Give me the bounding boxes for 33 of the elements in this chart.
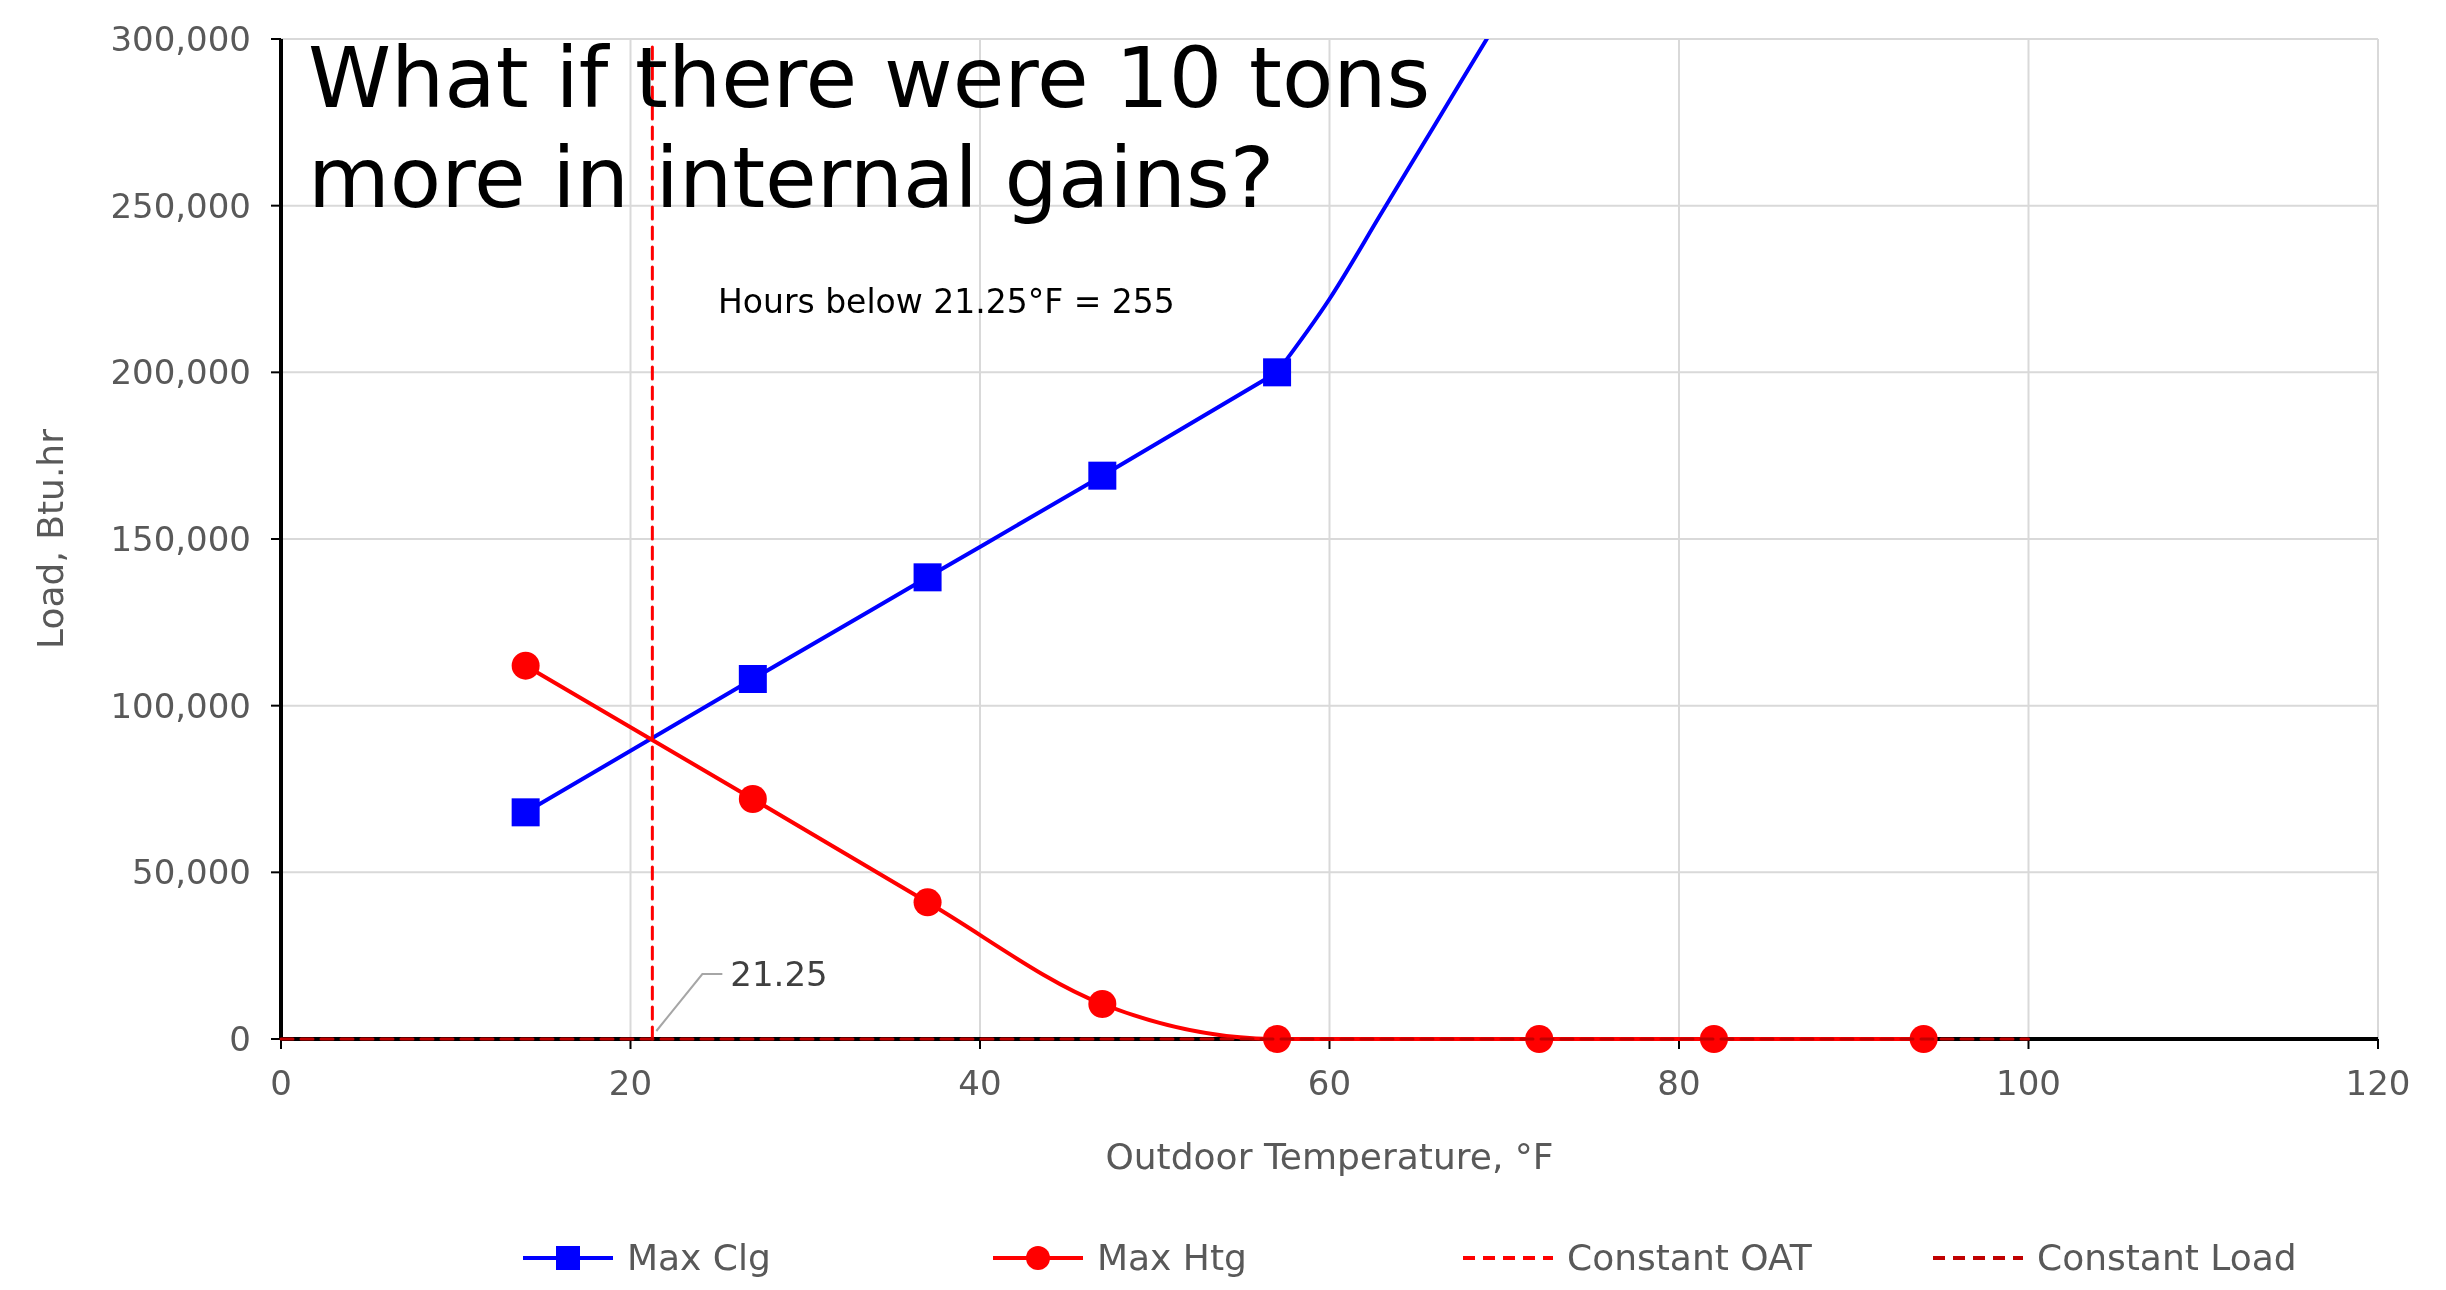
x-axis-title: Outdoor Temperature, °F: [1105, 1136, 1554, 1177]
x-tick-label: 40: [958, 1063, 1002, 1103]
annotation: What if there were 10 tons more in internal gains?: [308, 28, 1432, 228]
point: [1088, 990, 1117, 1018]
point: [913, 563, 942, 592]
point: [738, 665, 767, 693]
legend-label: Max Clg: [627, 1237, 771, 1278]
annotation: Hours below 21.25°F = 255: [718, 282, 1175, 321]
point: [511, 798, 540, 827]
point: [511, 651, 540, 680]
point: [913, 888, 942, 917]
point: [1263, 358, 1292, 387]
y-tick-label: 150,000: [110, 519, 251, 559]
y-tick-label: 300,000: [110, 19, 251, 59]
point: [738, 785, 767, 813]
x-tick-label: 100: [1996, 1063, 2061, 1103]
y-tick-label: 200,000: [110, 352, 251, 393]
point: [1088, 461, 1117, 490]
y-tick-label: 0: [229, 1019, 251, 1059]
x-tick-label: 80: [1657, 1063, 1701, 1103]
y-tick-label: 100,000: [110, 685, 251, 726]
annotation: 21.25: [730, 954, 828, 994]
x-tick-label: 120: [2345, 1063, 2411, 1103]
point: [1909, 1025, 1938, 1053]
y-axis-title: Load, Btu.hr: [30, 428, 71, 649]
legend-label: Constant Load: [2037, 1237, 2297, 1278]
legend-label: Max Htg: [1097, 1237, 1247, 1278]
legend-label: Constant OAT: [1567, 1237, 1813, 1278]
x-tick-label: 0: [270, 1063, 292, 1103]
y-tick-label: 250,000: [110, 185, 251, 226]
x-tick-label: 60: [1307, 1063, 1352, 1103]
x-tick-label: 20: [608, 1063, 653, 1103]
y-tick-label: 50,000: [132, 852, 251, 893]
